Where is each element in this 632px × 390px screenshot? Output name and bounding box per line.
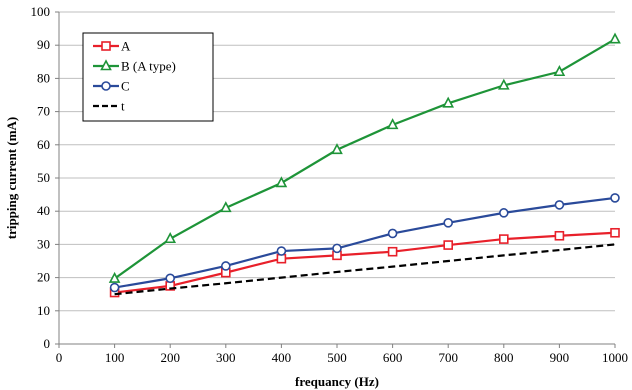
x-tick-label: 300 [216,350,236,365]
legend-label-3: t [121,99,125,114]
y-tick-label: 0 [44,336,51,351]
y-tick-label: 10 [37,303,50,318]
series-line [113,38,616,280]
x-tick-label: 900 [550,350,570,365]
axes [55,11,616,348]
y-tick-label: 20 [37,270,50,285]
data-point [610,193,620,203]
series-2 [109,193,620,293]
data-point [332,243,342,254]
x-tick-label: 200 [160,350,180,365]
x-tick-label: 0 [56,350,63,365]
y-tick-label: 80 [37,70,50,85]
data-point [221,261,231,271]
legend-marker-2 [101,81,111,91]
data-point [386,118,399,130]
data-point [609,32,621,44]
series-line [114,231,616,294]
data-point [219,201,232,213]
x-tick-label: 700 [438,350,458,365]
series-3 [114,243,616,296]
data-point [498,208,509,218]
legend: A B (A type) Ct [82,32,214,122]
data-point [331,143,343,155]
legend-marker-0 [101,41,111,51]
y-tick-label: 90 [37,37,50,52]
data-point [443,240,454,250]
y-tick-label: 30 [37,236,50,251]
data-point [275,176,288,188]
series-line [114,196,616,289]
data-point [165,273,175,284]
data-point [610,227,620,238]
x-tick-label: 1000 [602,350,628,365]
legend-marker-1 [100,59,112,71]
data-point [387,228,398,239]
data-point [164,232,177,244]
legend-label-2: C [121,79,130,94]
x-tick-label: 400 [272,350,292,365]
data-point [498,234,509,244]
data-point [276,253,287,264]
legend-label-0: A [121,39,131,54]
x-tick-label: 100 [105,350,125,365]
data-point [387,246,398,257]
plot-area [108,32,621,298]
y-tick-label: 40 [37,203,50,218]
x-tick-label: 800 [494,350,514,365]
y-axis-title: tripping current (mA) [4,117,19,240]
data-point [497,78,510,90]
x-tick-label: 500 [327,350,347,365]
data-point [554,230,565,241]
y-tick-label: 100 [31,4,51,19]
y-tick-label: 60 [37,137,50,152]
series-line [114,243,616,296]
data-point [554,200,565,210]
y-tick-label: 70 [37,104,50,119]
data-point [109,282,120,293]
x-tick-label: 600 [383,350,403,365]
x-axis-title: frequancy (Hz) [295,374,379,389]
legend-label-1: B (A type) [121,59,176,74]
data-point [108,271,121,283]
data-point [276,246,287,256]
series-1 [108,32,621,283]
y-tick-label: 50 [37,170,50,185]
data-point [553,65,566,77]
data-point [442,96,455,108]
data-point [443,218,454,228]
